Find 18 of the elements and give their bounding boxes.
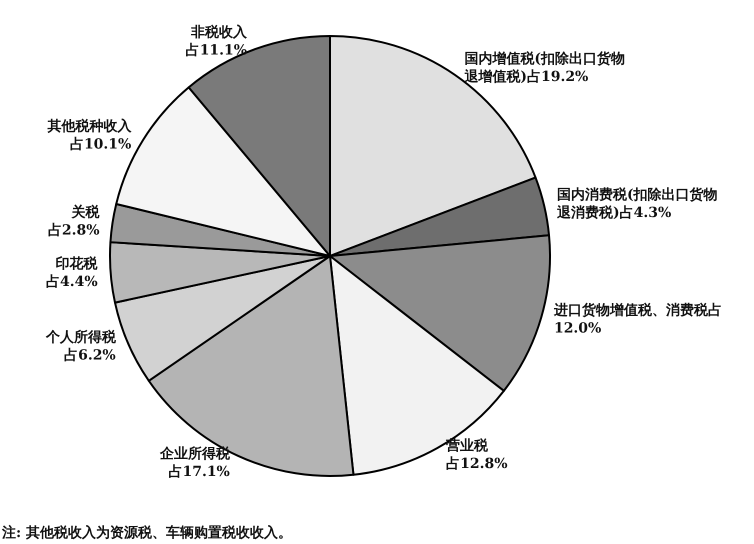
slice-label: 国内增值税(扣除出口货物退增值税)占19.2% (463, 50, 625, 86)
slice-label: 非税收入 (190, 24, 248, 41)
slice-label: 其他税种收入 (46, 118, 132, 135)
data-label: 占6.2% (64, 348, 116, 364)
data-label: 占12.8% (446, 456, 508, 472)
slice-label: 个人所得税 (44, 328, 117, 346)
data-label: 占10.1% (70, 136, 132, 153)
data-label: 占11.1% (186, 42, 248, 59)
data-label: 占4.4% (46, 274, 98, 290)
slice-label: 关税 (70, 204, 101, 221)
slice-label: 印花税 (56, 255, 99, 272)
slice-label: 企业所得税 (158, 445, 231, 462)
slice-label: 国内消费税(扣除出口货物退消费税)占4.3% (556, 186, 718, 222)
text: 注: 其他税收入为资源税、车辆购置税收收入。 (1, 524, 292, 541)
data-label: 占17.1% (168, 464, 230, 480)
data-label: 占2.8% (48, 222, 100, 239)
slice-label: 营业税 (445, 437, 490, 454)
slice-label: 进口货物增值税、消费税占12.0% (552, 302, 722, 337)
